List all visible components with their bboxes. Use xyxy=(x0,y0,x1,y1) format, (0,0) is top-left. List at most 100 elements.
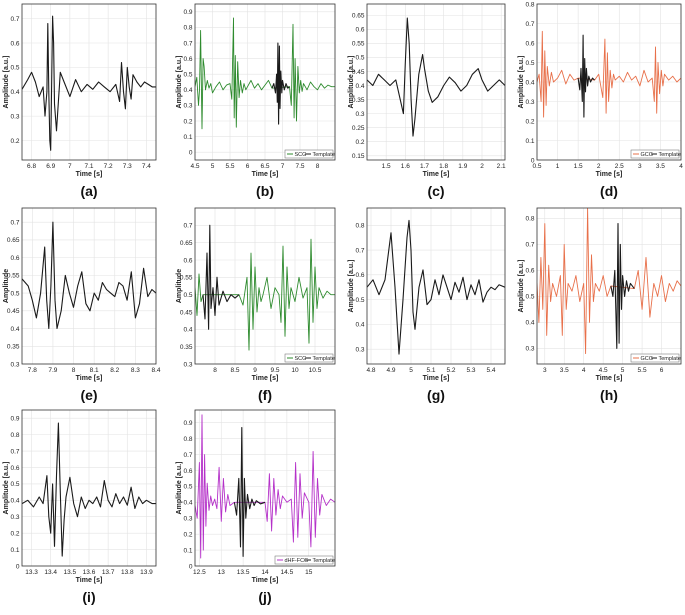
y-tick-label: 0.7 xyxy=(10,448,19,455)
y-tick-label: 0 xyxy=(531,157,535,164)
y-tick-label: 0 xyxy=(189,563,193,570)
panel-label: (b) xyxy=(256,183,274,199)
plot-frame xyxy=(366,207,506,365)
plot-frame xyxy=(194,409,336,567)
legend-label: Template xyxy=(659,356,681,362)
legend-label: SCG xyxy=(295,152,307,158)
x-tick-label: 1.6 xyxy=(401,163,410,170)
y-tick-label: 0.6 xyxy=(355,27,364,34)
x-tick-label: 15 xyxy=(305,569,313,576)
y-tick-label: 0.45 xyxy=(180,309,193,316)
x-tick-label: 8 xyxy=(72,367,76,374)
y-tick-label: 0.5 xyxy=(525,294,534,301)
x-tick-label: 1.7 xyxy=(420,163,429,170)
y-tick-label: 0.5 xyxy=(183,484,192,491)
chart-panel-g: 4.8 4.9 5 5.1 5.2 5.3 5.4 0.3 0.4 0.5 0.6 0.7 0.8 Tim… xyxy=(348,207,506,403)
x-tick-label: 7.9 xyxy=(48,367,57,374)
x-axis-label: Time [s] xyxy=(76,171,103,178)
x-tick-label: 4.9 xyxy=(386,367,395,374)
y-tick-label: 0.6 xyxy=(183,56,192,63)
x-tick-label: 7.3 xyxy=(123,163,132,170)
y-tick-label: 0.3 xyxy=(525,346,534,353)
y-tick-label: 0.7 xyxy=(10,219,19,226)
x-tick-label: 9 xyxy=(253,367,257,374)
y-tick-label: 0.6 xyxy=(525,40,534,47)
y-tick-label: 0.4 xyxy=(10,498,19,505)
y-axis-label: Amplitude [a.u.] xyxy=(3,462,10,515)
x-tick-label: 1.5 xyxy=(574,163,583,170)
x-tick-label: 13.5 xyxy=(64,569,77,576)
legend: SCG Template xyxy=(284,353,335,363)
y-tick-label: 0.8 xyxy=(10,432,19,439)
y-tick-label: 0.6 xyxy=(10,255,19,262)
plot-area xyxy=(22,208,156,364)
chart-panel-h: 3 3.5 4 4.5 5 5.5 6 0.3 0.4 0.5 0.6 0.7 0.8 Time [s] A… xyxy=(518,207,682,403)
series-line-scg xyxy=(195,17,335,130)
y-tick-label: 0.3 xyxy=(10,514,19,521)
x-tick-label: 6.5 xyxy=(260,163,269,170)
x-tick-label: 7 xyxy=(281,163,285,170)
y-axis-label: Amplitude [a.u.] xyxy=(518,260,525,313)
x-tick-label: 10 xyxy=(291,367,299,374)
y-tick-label: 0.5 xyxy=(10,290,19,297)
legend-label: Template xyxy=(313,558,335,564)
x-tick-label: 1 xyxy=(556,163,560,170)
y-tick-label: 0.55 xyxy=(352,41,365,48)
y-tick-label: 0.9 xyxy=(183,420,192,427)
y-axis-label: Amplitude [a.u.] xyxy=(348,260,355,313)
x-tick-label: 7.8 xyxy=(28,367,37,374)
panel-label: (d) xyxy=(600,183,618,199)
y-tick-label: 0.2 xyxy=(183,531,192,538)
x-tick-label: 6 xyxy=(660,367,664,374)
y-tick-label: 0.3 xyxy=(525,99,534,106)
x-tick-label: 4.8 xyxy=(366,367,375,374)
x-tick-label: 7.4 xyxy=(142,163,151,170)
legend-label: GCG xyxy=(641,152,654,158)
x-tick-label: 12.5 xyxy=(193,569,206,576)
y-tick-label: 0.7 xyxy=(183,40,192,47)
legend-label: SCG xyxy=(295,356,307,362)
y-tick-label: 0.8 xyxy=(183,436,192,443)
y-tick-label: 0 xyxy=(16,563,20,570)
y-axis-label: Amplitude [a.u.] xyxy=(348,56,355,109)
x-tick-label: 3.5 xyxy=(560,367,569,374)
y-tick-label: 0.2 xyxy=(525,118,534,125)
series-line-template xyxy=(610,223,635,349)
legend-box xyxy=(274,555,334,565)
y-tick-label: 0.4 xyxy=(183,87,192,94)
x-tick-label: 13 xyxy=(218,569,226,576)
x-axis-label: Time [s] xyxy=(423,171,450,178)
x-tick-label: 8.1 xyxy=(90,367,99,374)
panel-label: (g) xyxy=(427,387,445,403)
x-tick-label: 6.9 xyxy=(46,163,55,170)
plot-frame xyxy=(21,3,157,161)
plot-area xyxy=(367,4,505,160)
y-tick-label: 0.2 xyxy=(183,118,192,125)
x-axis-label: Time [s] xyxy=(76,577,103,584)
chart-panel-d: 0.5 1 1.5 2 2.5 3 3.5 4 0 0.1 0.2 0.3 0.4 0.5 0.6 0.7 0.… xyxy=(518,1,683,199)
y-tick-label: 0.1 xyxy=(183,547,192,554)
y-tick-label: 0.1 xyxy=(183,134,192,141)
chart-panel-a: 6.8 6.9 7 7.1 7.2 7.3 7.4 0.2 0.3 0.4 0.5 0.6 0.7 Tim… xyxy=(3,3,157,199)
x-tick-label: 10.5 xyxy=(309,367,322,374)
y-tick-label: 0.65 xyxy=(7,237,20,244)
y-tick-label: 0.3 xyxy=(10,361,19,368)
x-tick-label: 5.2 xyxy=(446,367,455,374)
y-tick-label: 0.5 xyxy=(10,65,19,72)
x-tick-label: 2 xyxy=(597,163,601,170)
x-tick-label: 7.2 xyxy=(104,163,113,170)
x-tick-label: 4 xyxy=(679,163,683,170)
y-tick-label: 0.15 xyxy=(352,153,365,160)
y-tick-label: 0.3 xyxy=(183,516,192,523)
x-tick-label: 13.5 xyxy=(237,569,250,576)
x-tick-label: 14 xyxy=(261,569,269,576)
chart-panel-c: 1.5 1.6 1.7 1.8 1.9 2 2.1 0.15 0.2 0.25 0.3 0.35 0.4… xyxy=(348,3,506,199)
y-tick-label: 0.4 xyxy=(355,322,364,329)
y-tick-label: 0.35 xyxy=(352,97,365,104)
x-tick-label: 5 xyxy=(621,367,625,374)
x-tick-label: 5 xyxy=(409,367,413,374)
x-tick-label: 13.7 xyxy=(102,569,115,576)
y-tick-label: 0.35 xyxy=(7,344,20,351)
y-tick-label: 0.7 xyxy=(355,247,364,254)
